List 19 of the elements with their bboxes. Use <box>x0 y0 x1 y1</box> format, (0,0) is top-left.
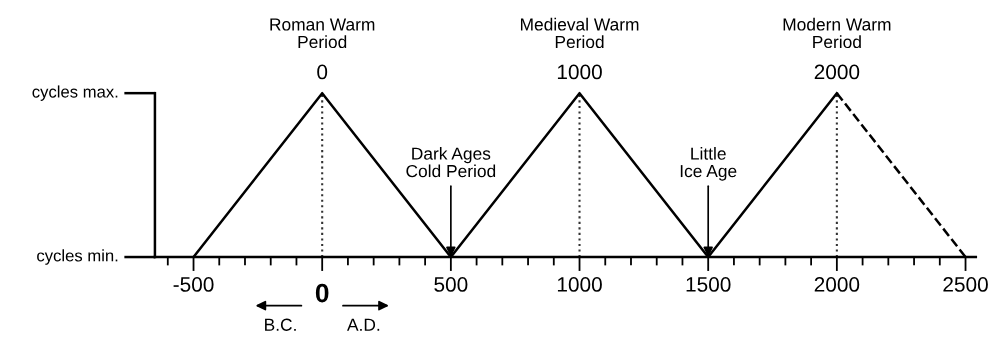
annotation: 0 <box>317 64 328 80</box>
x-tick-label: 2000 <box>814 277 860 292</box>
annotation: 1000 <box>557 64 602 80</box>
annotation: Little Ice Age <box>680 147 737 181</box>
x-tick-label: 1000 <box>557 277 602 292</box>
annotation: Dark Ages Cold Period <box>406 147 496 178</box>
annotation: Roman Warm Period <box>270 18 375 49</box>
text: B.C. <box>265 318 296 331</box>
x-tick-label: -500 <box>173 277 214 292</box>
text: cycles max. <box>32 85 118 101</box>
text: A.D. <box>347 318 380 331</box>
x-tick-label: 1500 <box>686 277 731 292</box>
x-tick-label: 500 <box>434 277 468 292</box>
annotation: 2000 <box>814 64 860 80</box>
x-tick-label: 0 <box>315 283 329 303</box>
annotation: Modern Warm Period <box>783 17 891 49</box>
text: cycles min. <box>37 249 118 265</box>
x-tick-label: 2500 <box>943 277 988 292</box>
annotation: Medieval Warm Period <box>520 17 639 49</box>
